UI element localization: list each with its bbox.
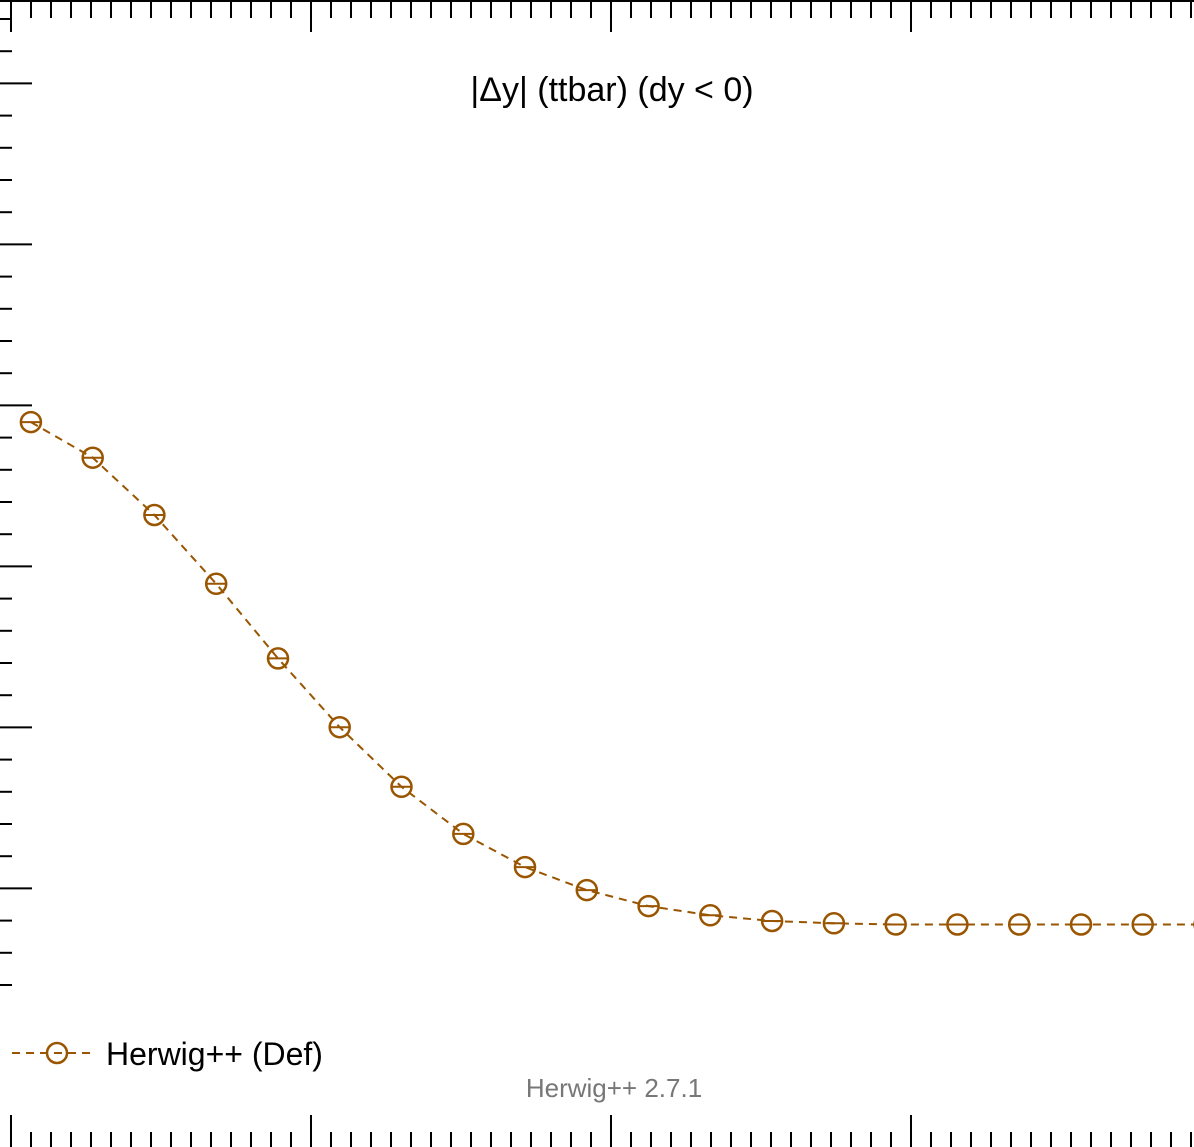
legend: Herwig++ (Def) bbox=[12, 1036, 323, 1072]
legend-label: Herwig++ (Def) bbox=[106, 1036, 323, 1072]
chart-title: |Δy| (ttbar) (dy < 0) bbox=[470, 71, 753, 109]
legend-marker-sample bbox=[45, 1041, 69, 1065]
top-axis-ticks bbox=[10, 0, 1192, 32]
series-line bbox=[30, 421, 1194, 926]
left-axis-ticks bbox=[0, 18, 32, 986]
bottom-axis-ticks bbox=[10, 1115, 1192, 1147]
generator-annotation: Herwig++ 2.7.1 bbox=[526, 1073, 702, 1103]
series-herwig-def bbox=[19, 410, 1194, 936]
